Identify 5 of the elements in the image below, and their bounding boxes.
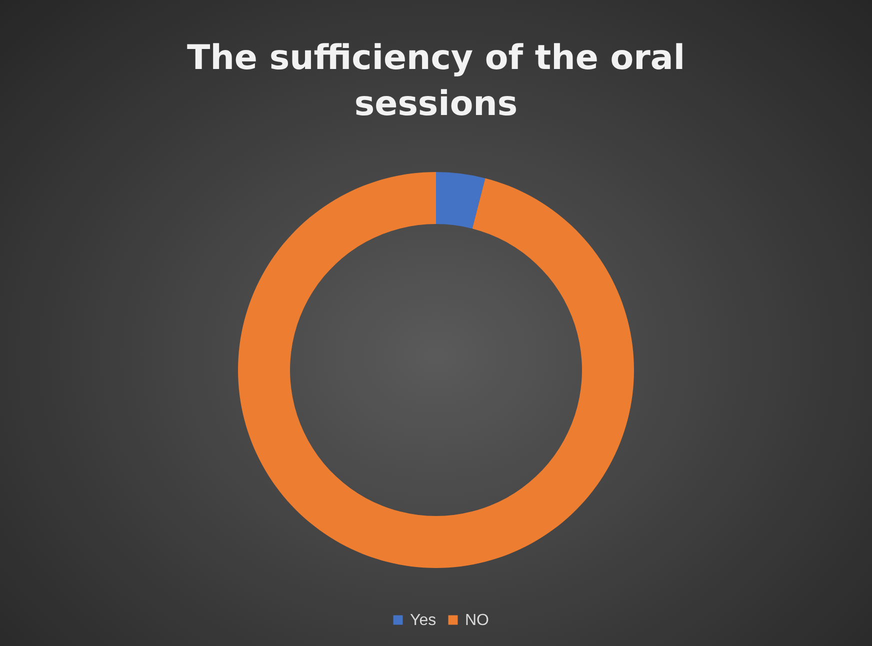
donut-slice [436, 172, 486, 229]
legend-label: NO [465, 612, 489, 629]
legend-label: Yes [410, 612, 436, 629]
donut-slice [238, 172, 634, 568]
chart-title: The sufficiency of the oral sessions [187, 38, 685, 124]
